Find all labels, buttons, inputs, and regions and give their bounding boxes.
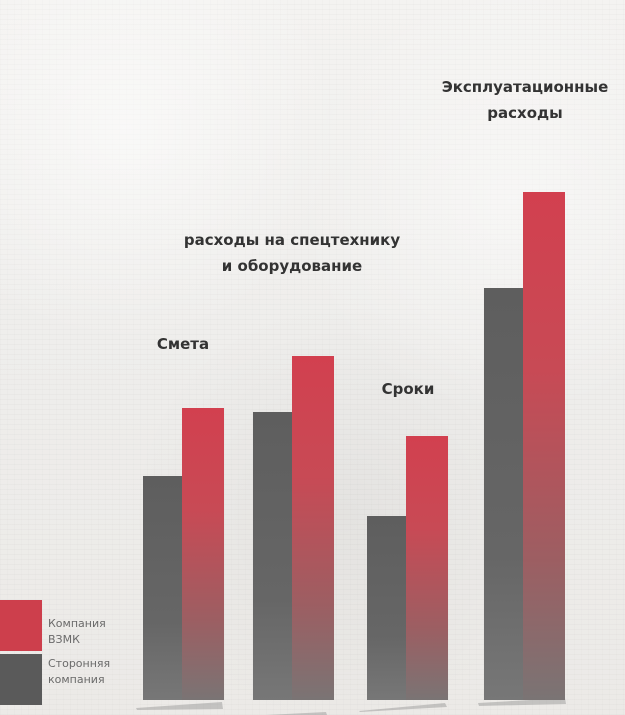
bars-layer bbox=[136, 192, 566, 715]
bar-vzmk-deadlines bbox=[406, 436, 448, 700]
bar-vzmk-equipment-costs bbox=[292, 356, 334, 700]
bar-third-party-deadlines bbox=[367, 516, 407, 700]
bar-vzmk-smeta bbox=[182, 408, 224, 700]
category-label-smeta: Смета bbox=[157, 331, 209, 357]
category-label-equipment-costs: расходы на спецтехнику и оборудование bbox=[184, 227, 400, 279]
bar-third-party-operating-costs bbox=[484, 288, 524, 700]
bar-vzmk-operating-costs bbox=[523, 192, 565, 700]
category-label-line: и оборудование bbox=[221, 257, 363, 275]
category-label-line: Смета bbox=[156, 335, 210, 353]
bar-third-party-equipment-costs bbox=[253, 412, 293, 700]
category-label-operating-costs: Эксплуатационные расходы bbox=[442, 74, 609, 126]
category-label-line: Эксплуатационные bbox=[441, 78, 609, 96]
bar-shadow-smeta bbox=[136, 702, 223, 710]
legend-swatch-vzmk bbox=[0, 600, 42, 651]
category-label-line: расходы на спецтехнику bbox=[183, 231, 401, 249]
category-label-line: Сроки bbox=[381, 380, 435, 398]
category-label-deadlines: Сроки bbox=[382, 376, 435, 402]
category-label-line: расходы bbox=[487, 104, 563, 122]
legend-swatch-third-party bbox=[0, 654, 42, 705]
bar-third-party-smeta bbox=[143, 476, 183, 700]
bar-shadow-equipment-costs bbox=[266, 712, 327, 715]
bar-shadow-deadlines bbox=[359, 703, 447, 712]
legend-label-third-party: Сторонняя компания bbox=[48, 657, 111, 686]
legend-label-vzmk: Компания ВЗМК bbox=[48, 617, 106, 646]
